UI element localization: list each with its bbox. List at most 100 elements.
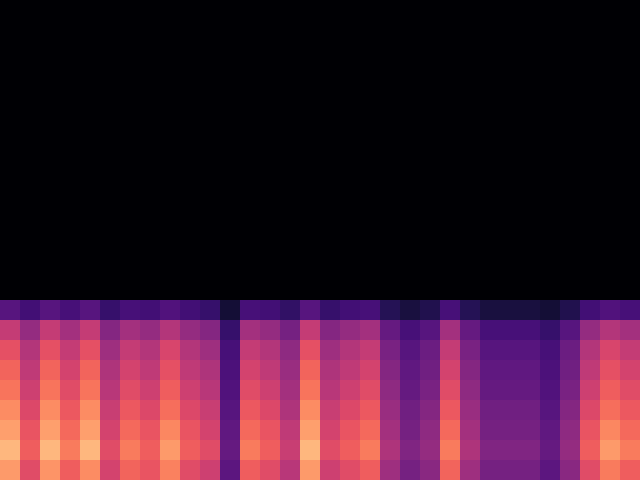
heatmap-cell: [500, 260, 521, 281]
heatmap-cell: [40, 320, 61, 341]
heatmap-cell: [620, 120, 640, 141]
heatmap-cell: [300, 60, 321, 81]
heatmap-cell: [160, 140, 181, 161]
heatmap-cell: [300, 120, 321, 141]
heatmap-cell: [520, 340, 541, 361]
heatmap-cell: [540, 380, 561, 401]
heatmap-cell: [120, 260, 141, 281]
heatmap-cell: [340, 120, 361, 141]
heatmap-cell: [120, 60, 141, 81]
heatmap-cell: [20, 220, 41, 241]
heatmap-cell: [520, 320, 541, 341]
heatmap-cell: [200, 40, 221, 61]
heatmap-cell: [20, 200, 41, 221]
heatmap-cell: [40, 360, 61, 381]
heatmap-cell: [20, 80, 41, 101]
heatmap-cell: [160, 220, 181, 241]
heatmap-cell: [380, 140, 401, 161]
heatmap-cell: [520, 180, 541, 201]
heatmap-cell: [560, 40, 581, 61]
heatmap-cell: [400, 0, 421, 21]
heatmap-cell: [180, 400, 201, 421]
heatmap-cell: [180, 140, 201, 161]
heatmap-cell: [340, 180, 361, 201]
heatmap-cell: [380, 440, 401, 461]
heatmap-cell: [260, 320, 281, 341]
heatmap-cell: [200, 220, 221, 241]
heatmap-cell: [360, 40, 381, 61]
heatmap-cell: [580, 220, 601, 241]
heatmap-cell: [60, 340, 81, 361]
heatmap-cell: [480, 120, 501, 141]
heatmap-cell: [0, 40, 21, 61]
heatmap-cell: [340, 220, 361, 241]
heatmap-cell: [100, 340, 121, 361]
heatmap-cell: [420, 40, 441, 61]
heatmap-cell: [140, 420, 161, 441]
heatmap-cell: [440, 300, 461, 321]
heatmap-cell: [40, 240, 61, 261]
heatmap-cell: [480, 60, 501, 81]
heatmap-cell: [600, 20, 621, 41]
heatmap-cell: [300, 200, 321, 221]
heatmap-cell: [580, 280, 601, 301]
heatmap-cell: [520, 220, 541, 241]
heatmap-cell: [300, 280, 321, 301]
heatmap-cell: [460, 140, 481, 161]
heatmap-cell: [280, 340, 301, 361]
heatmap-cell: [520, 460, 541, 480]
heatmap-cell: [140, 300, 161, 321]
heatmap-cell: [560, 340, 581, 361]
heatmap-cell: [80, 240, 101, 261]
heatmap-cell: [220, 80, 241, 101]
heatmap-cell: [280, 320, 301, 341]
heatmap-cell: [580, 140, 601, 161]
heatmap-cell: [480, 280, 501, 301]
heatmap-cell: [0, 240, 21, 261]
heatmap-cell: [220, 100, 241, 121]
heatmap-cell: [40, 180, 61, 201]
heatmap-cell: [300, 180, 321, 201]
heatmap-cell: [580, 40, 601, 61]
heatmap-cell: [40, 80, 61, 101]
heatmap-cell: [260, 340, 281, 361]
heatmap-cell: [560, 80, 581, 101]
heatmap-cell: [200, 180, 221, 201]
heatmap-cell: [440, 440, 461, 461]
heatmap-cell: [340, 340, 361, 361]
heatmap-cell: [240, 420, 261, 441]
heatmap-cell: [420, 120, 441, 141]
heatmap-cell: [60, 380, 81, 401]
heatmap-cell: [260, 220, 281, 241]
heatmap-cell: [160, 440, 181, 461]
heatmap-cell: [180, 40, 201, 61]
heatmap-cell: [220, 400, 241, 421]
heatmap-cell: [400, 160, 421, 181]
heatmap-cell: [300, 300, 321, 321]
heatmap-cell: [40, 220, 61, 241]
heatmap-cell: [500, 280, 521, 301]
heatmap-cell: [300, 380, 321, 401]
heatmap-cell: [260, 280, 281, 301]
heatmap-cell: [500, 380, 521, 401]
heatmap-cell: [320, 180, 341, 201]
heatmap-cell: [540, 320, 561, 341]
heatmap-cell: [400, 420, 421, 441]
heatmap-cell: [260, 360, 281, 381]
heatmap-cell: [480, 320, 501, 341]
heatmap-cell: [340, 460, 361, 480]
heatmap-cell: [540, 100, 561, 121]
heatmap-cell: [460, 400, 481, 421]
heatmap-cell: [600, 460, 621, 480]
heatmap-cell: [120, 280, 141, 301]
heatmap-cell: [380, 120, 401, 141]
heatmap-cell: [340, 400, 361, 421]
heatmap-cell: [240, 100, 261, 121]
heatmap-cell: [620, 60, 640, 81]
heatmap-cell: [440, 360, 461, 381]
heatmap-cell: [260, 100, 281, 121]
heatmap-cell: [80, 100, 101, 121]
heatmap-cell: [380, 260, 401, 281]
heatmap-cell: [200, 0, 221, 21]
heatmap-cell: [160, 380, 181, 401]
